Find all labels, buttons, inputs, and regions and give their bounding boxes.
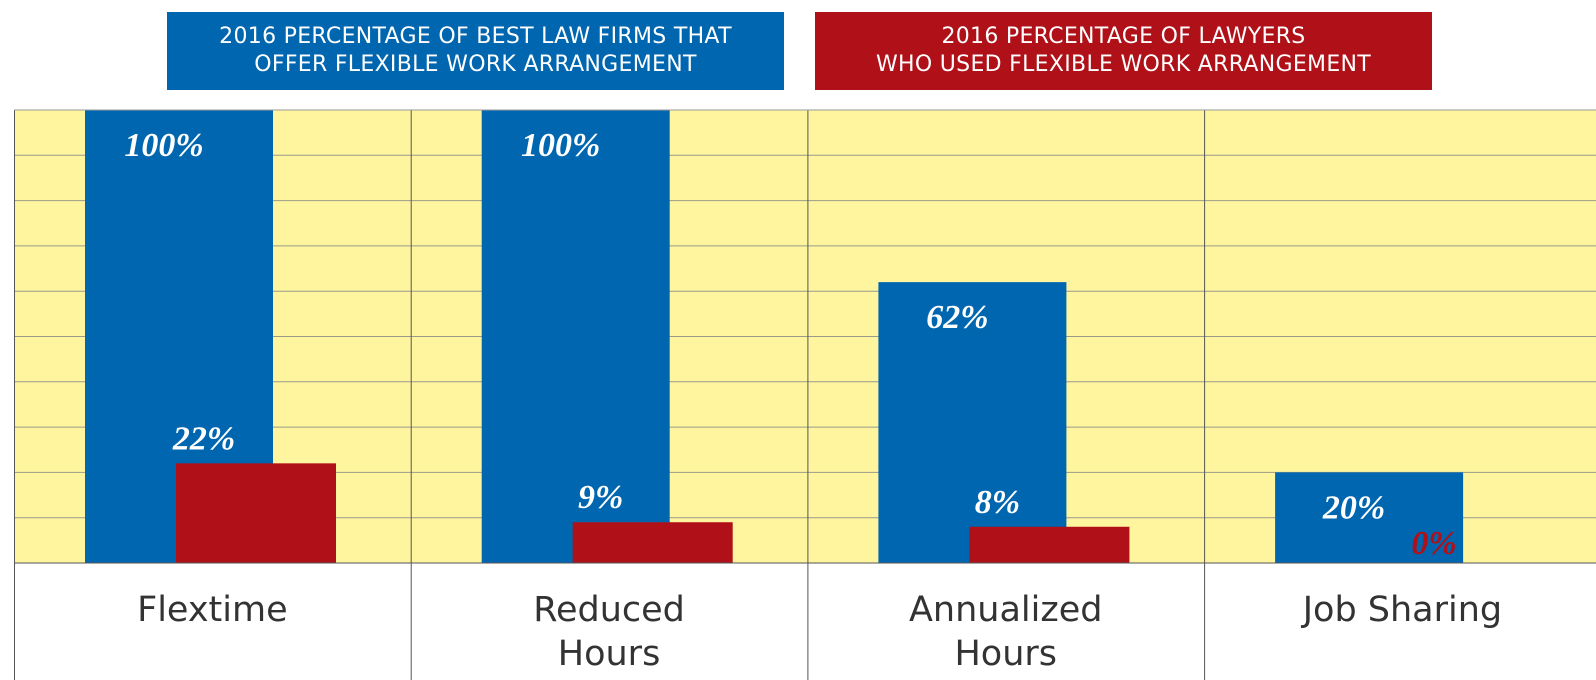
bar [481, 110, 670, 563]
value-label: 20% [1322, 489, 1385, 526]
bar [969, 526, 1130, 563]
x-tick-label: Annualized Hours [908, 590, 1103, 674]
bar [1275, 472, 1464, 563]
value-label: 100% [521, 127, 600, 164]
legend-entry: 2016 PERCENTAGE OF LAWYERS WHO USED FLEX… [815, 12, 1432, 90]
bar [572, 522, 733, 563]
value-label: 0% [1411, 525, 1456, 562]
bar [176, 463, 336, 563]
bar [878, 282, 1067, 563]
value-label: 62% [926, 299, 988, 336]
value-label: 100% [124, 127, 203, 164]
legend-entry: 2016 PERCENTAGE OF BEST LAW FIRMS THAT O… [167, 12, 784, 90]
x-tick-label: Job Sharing [1302, 590, 1503, 630]
x-tick-label: Flextime [137, 590, 288, 630]
value-label: 22% [172, 420, 235, 457]
value-label: 8% [975, 484, 1020, 521]
x-tick-label: Reduced Hours [533, 590, 685, 674]
value-label: 9% [578, 479, 623, 516]
